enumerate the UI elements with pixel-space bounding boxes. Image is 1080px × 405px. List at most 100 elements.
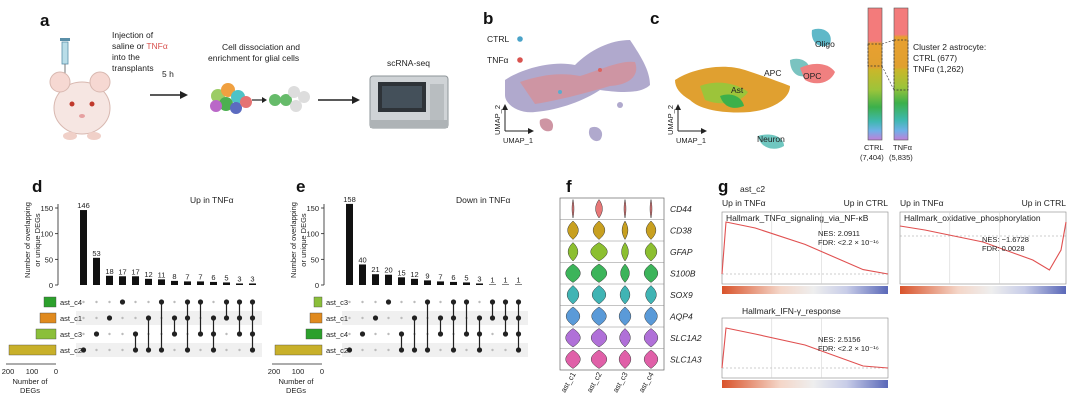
violin-shape <box>620 263 630 283</box>
panel-label-c: c <box>650 9 659 28</box>
violin-shape <box>644 242 658 262</box>
intersection-bar <box>476 283 483 285</box>
intersection-bar <box>398 277 405 285</box>
bar-value-label: 6 <box>211 273 215 282</box>
bar-value-label: 20 <box>384 266 392 275</box>
set-size-label: DEGs <box>286 386 306 395</box>
matrix-dot <box>121 332 124 336</box>
intersection-bar <box>450 281 457 285</box>
gene-label: SLC1A2 <box>670 333 702 343</box>
group-label: ast_c1 <box>559 371 578 395</box>
y-tick-label: 100 <box>306 230 319 239</box>
arrow-icon <box>252 97 267 103</box>
enrichment-curve <box>721 221 889 275</box>
matrix-dot <box>491 332 494 336</box>
step2-line1: Cell dissociation and <box>222 42 300 52</box>
bar-value-label: 158 <box>343 195 356 204</box>
bar-value-label: 53 <box>92 249 100 258</box>
step2-line2: enrichment for glial cells <box>208 53 299 63</box>
intersection-bar <box>489 284 496 285</box>
panel-label-d: d <box>32 177 42 196</box>
intersection-bar <box>158 279 165 285</box>
bar-value-label: 5 <box>464 273 468 282</box>
matrix-dot <box>439 300 442 304</box>
gsea-title: Hallmark_oxidative_phosphorylation <box>904 213 1041 223</box>
panel-label-e: e <box>296 177 305 196</box>
panel-g: g ast_c2 Up in TNFα Up in CTRL Hallmark_TN… <box>718 177 1067 388</box>
matrix-dot <box>95 348 98 352</box>
chart-title: Down in TNFα <box>456 195 510 205</box>
matrix-dot <box>374 332 377 336</box>
intersection-bar <box>145 278 152 285</box>
intersection-bar <box>184 281 191 285</box>
fdr-value: FDR: 0.0028 <box>982 244 1025 253</box>
step1-line4: transplants <box>112 63 154 73</box>
set-size-bar <box>43 296 57 308</box>
intersection-bar <box>93 257 100 285</box>
sequencer-icon <box>369 75 449 129</box>
set-label: ast_c1 <box>60 314 82 323</box>
bar-value-label: 7 <box>185 272 189 281</box>
legend-ctrl-dot <box>517 36 523 42</box>
enrichment-curve <box>899 221 1067 271</box>
intersection-bar <box>197 281 204 285</box>
intersection-bar <box>463 282 470 285</box>
violin-shape <box>595 199 603 219</box>
enrichment-curve <box>721 327 889 369</box>
bar-value-label: 1 <box>490 275 494 284</box>
step3-label: scRNA-seq <box>387 58 430 68</box>
fdr-value: FDR: <2.2 × 10⁻¹⁶ <box>818 238 879 247</box>
intersection-bar <box>236 283 243 285</box>
bar-value-label: 5 <box>224 273 228 282</box>
violin-shape <box>565 349 581 369</box>
bar-value-label: 146 <box>77 201 90 210</box>
violin-shape <box>644 306 658 326</box>
y-axis-label: or unique DEGs <box>33 213 42 267</box>
y-axis-label: Number of overlapping <box>289 202 298 278</box>
gsea-plots: Up in TNFα Up in CTRL Hallmark_TNFα_signal… <box>721 198 1067 388</box>
violin-shape <box>643 349 659 369</box>
gsea-frame <box>721 211 889 285</box>
stacked-bar-tnf <box>893 7 909 141</box>
matrix-dot <box>238 348 241 352</box>
intersection-bar <box>223 282 230 285</box>
set-label: ast_c2 <box>326 346 348 355</box>
chart-title: Up in TNFα <box>190 195 234 205</box>
set-size-tick: 200 <box>2 367 15 376</box>
umap-scatter-c <box>675 28 835 149</box>
matrix-dot <box>504 348 507 352</box>
intersection-bar <box>119 276 126 285</box>
violin-shape <box>590 328 608 348</box>
intersection-bar <box>411 278 418 285</box>
matrix-dot <box>121 348 124 352</box>
bar-value-label: 9 <box>425 271 429 280</box>
group-label: ast_c4 <box>637 371 656 395</box>
set-size-label: Number of <box>278 377 314 386</box>
panel-label-a: a <box>40 11 50 30</box>
y-axis-label: Number of overlapping <box>23 202 32 278</box>
sorted-cells-icon <box>269 86 310 112</box>
panel-label-g: g <box>718 177 728 196</box>
nes-value: NES: 2.5156 <box>818 335 861 344</box>
violin-shape <box>643 328 659 348</box>
matrix-dot <box>465 348 468 352</box>
gene-label: GFAP <box>670 247 693 257</box>
violin-shape <box>565 306 581 326</box>
y-tick-label: 50 <box>311 255 319 264</box>
gsea-title: Hallmark_IFN-γ_response <box>742 306 841 316</box>
matrix-row-band <box>342 311 528 325</box>
gsea-title: Hallmark_TNFα_signaling_via_NF-κB <box>726 213 869 223</box>
arrow-icon <box>150 91 188 99</box>
matrix-dot <box>374 348 377 352</box>
violin-shape <box>619 285 631 305</box>
step1-line1: Injection of <box>112 30 154 40</box>
gsea-right-label: Up in CTRL <box>844 198 889 208</box>
bar-value-label: 3 <box>237 274 241 283</box>
tnf-highlight: TNFα <box>146 41 168 51</box>
y-tick-label: 150 <box>40 204 53 213</box>
set-size-label: Number of <box>12 377 48 386</box>
matrix-dot <box>385 299 392 305</box>
matrix-dot <box>108 348 111 352</box>
violin-shape <box>590 263 608 283</box>
intersection-bar <box>437 281 444 285</box>
